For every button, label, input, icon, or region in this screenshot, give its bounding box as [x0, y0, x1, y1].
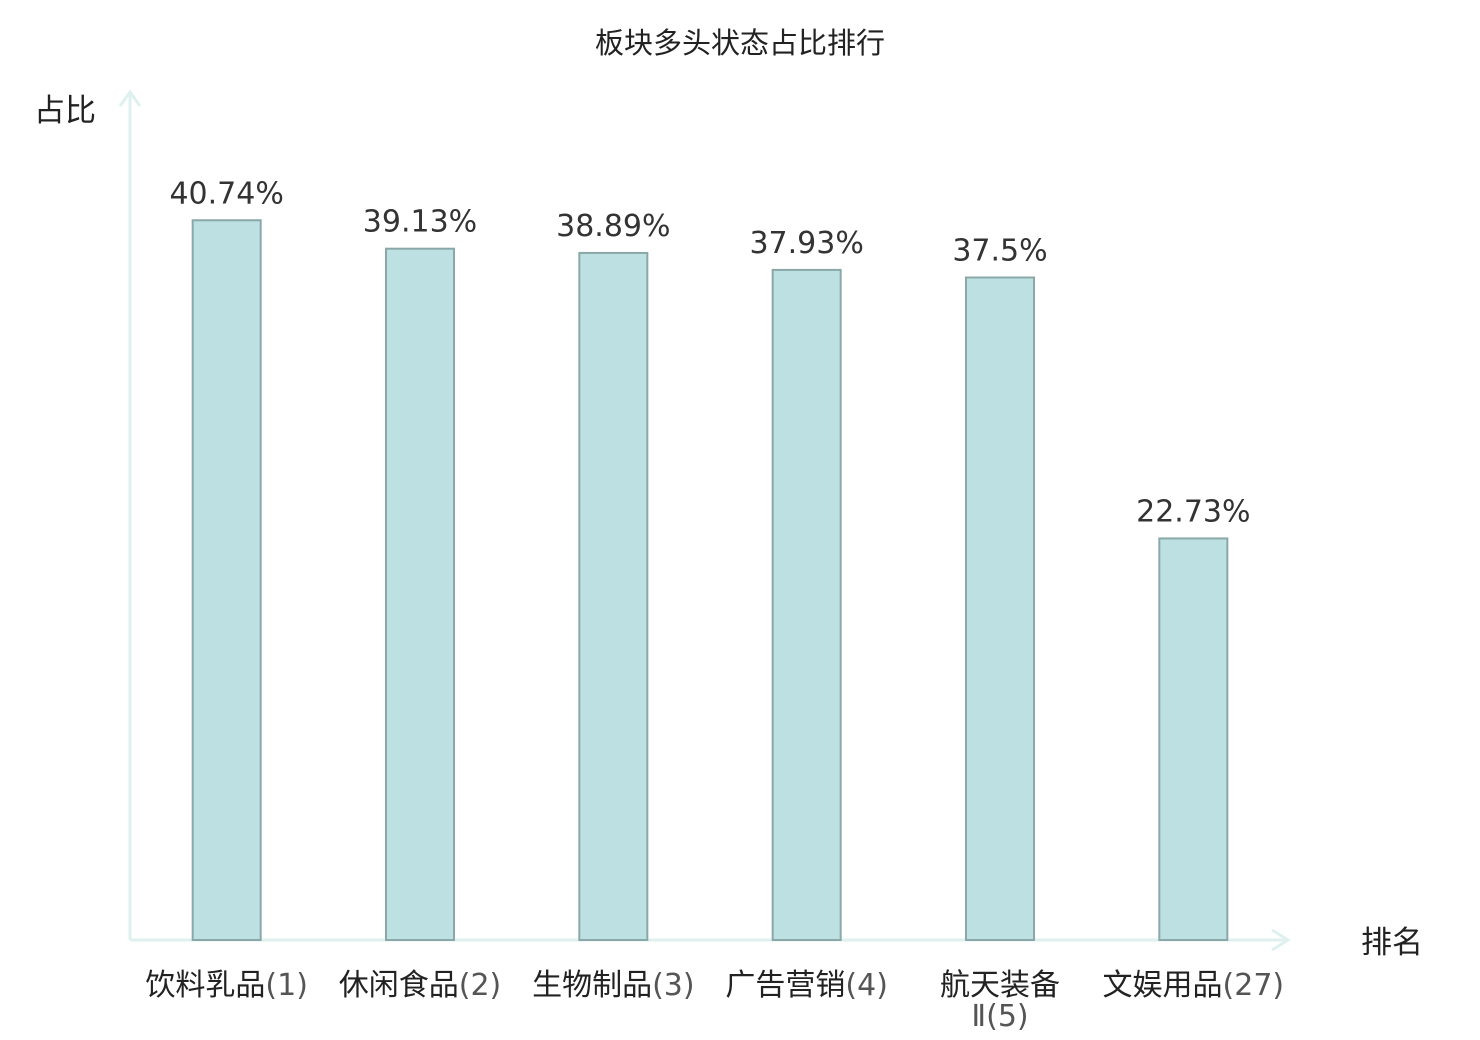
tick-label-rank: (2)	[459, 968, 502, 1003]
tick-label-name: 生物制品	[532, 968, 652, 1003]
tick-label-name: 饮料乳品	[145, 968, 265, 1003]
axes	[118, 89, 1291, 952]
tick-label-line2-name: Ⅱ	[971, 999, 986, 1034]
bar-6	[1158, 537, 1229, 941]
y-axis-label: 占比	[34, 93, 96, 129]
chart-title: 板块多头状态占比排行	[595, 26, 885, 60]
bar-2	[385, 247, 455, 942]
tick-label-rank: (4)	[845, 968, 888, 1003]
bars-group	[191, 219, 1229, 942]
tick-label-name: 文娱用品	[1103, 968, 1223, 1003]
tick-label-rank: (3)	[652, 968, 695, 1003]
value-label-4: 37.93%	[749, 226, 863, 261]
tick-label-3: 生物制品(3)	[532, 968, 695, 1003]
x-axis-label: 排名	[1361, 925, 1423, 961]
tick-label-1: 饮料乳品(1)	[145, 968, 308, 1003]
value-label-1: 40.74%	[169, 176, 283, 211]
tick-label-4: 广告营销(4)	[725, 968, 888, 1003]
tick-label-5-line2: Ⅱ(5)	[971, 999, 1028, 1034]
value-labels-group: 40.74% 39.13% 38.89% 37.93% 37.5% 22.73%	[169, 176, 1250, 529]
tick-label-rank: (1)	[265, 968, 308, 1003]
tick-label-name: 休闲食品	[339, 968, 459, 1003]
tick-label-line2-rank: (5)	[986, 999, 1029, 1034]
value-label-3: 38.89%	[556, 209, 670, 244]
bar-4	[771, 268, 842, 941]
bar-5	[965, 276, 1035, 941]
x-axis-arrow	[1271, 928, 1291, 952]
tick-label-name: 广告营销	[725, 968, 845, 1003]
y-axis-arrow	[118, 89, 142, 107]
tick-label-rank: (27)	[1223, 968, 1285, 1003]
tick-label-5: 航天装备	[940, 968, 1060, 1003]
tick-label-2: 休闲食品(2)	[339, 968, 502, 1003]
bar-3	[578, 251, 649, 941]
value-label-2: 39.13%	[363, 205, 477, 240]
value-label-5: 37.5%	[952, 234, 1047, 269]
tick-label-6: 文娱用品(27)	[1103, 968, 1285, 1003]
tick-label-name: 航天装备	[940, 968, 1060, 1003]
value-label-6: 22.73%	[1136, 494, 1250, 529]
bar-1	[191, 219, 262, 941]
